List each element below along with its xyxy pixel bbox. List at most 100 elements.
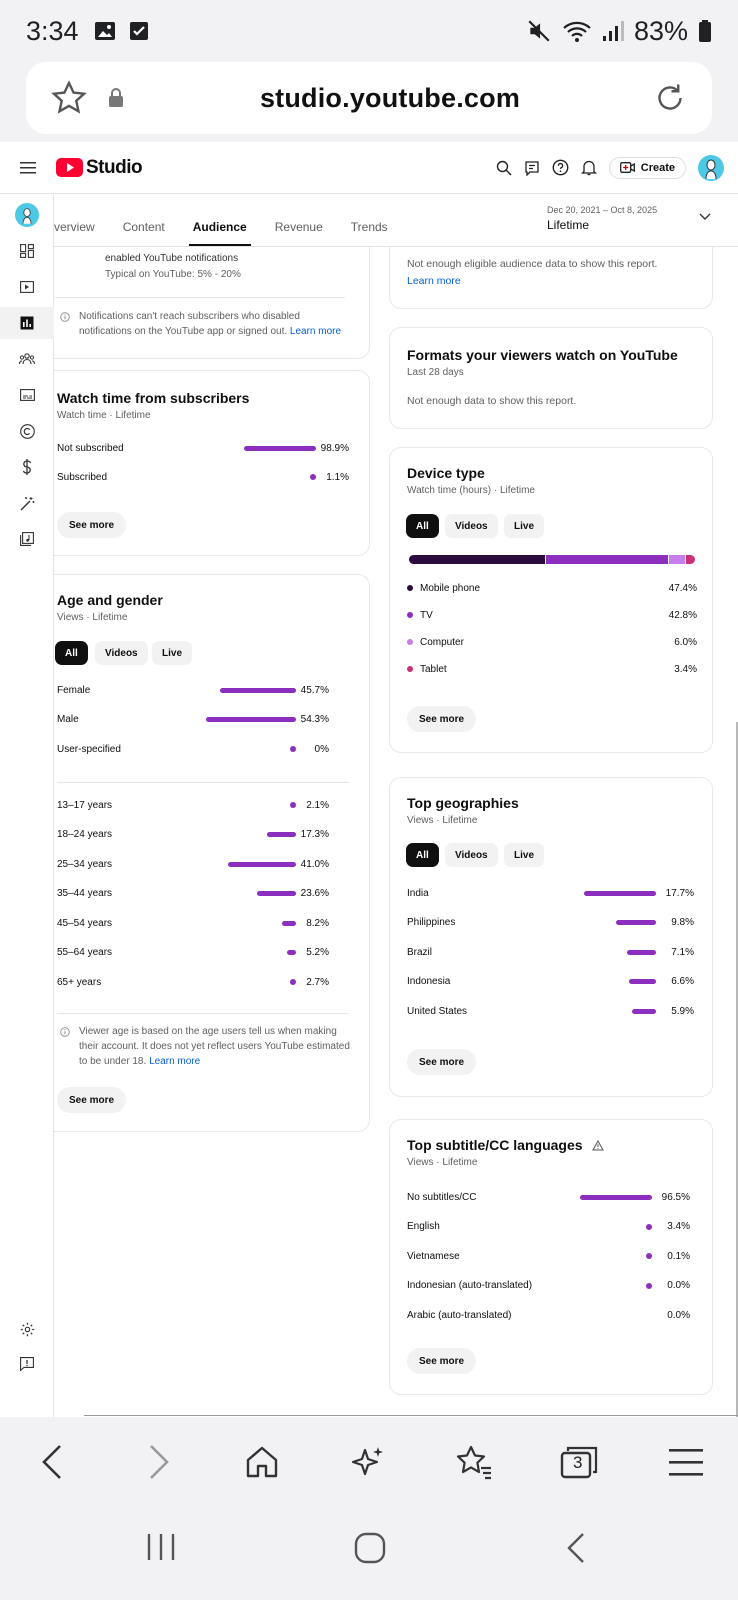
nav-settings[interactable] bbox=[0, 1313, 54, 1345]
row-label: 13–17 years bbox=[57, 799, 113, 811]
chip-live[interactable]: Live bbox=[504, 843, 545, 867]
row-value: 1.1% bbox=[326, 471, 349, 483]
tab-trends[interactable]: Trends bbox=[350, 220, 388, 234]
status-time: 3:34 bbox=[26, 15, 79, 46]
bookmarks-button[interactable] bbox=[450, 1439, 498, 1485]
row-value: 98.9% bbox=[320, 442, 349, 454]
chip-videos[interactable]: Videos bbox=[445, 843, 498, 867]
row-value: 45.7% bbox=[300, 684, 329, 696]
nav-send-feedback[interactable] bbox=[0, 1348, 54, 1380]
tab-revenue[interactable]: Revenue bbox=[274, 220, 323, 234]
formats-text: Not enough data to show this report. bbox=[407, 395, 577, 407]
nav-earn[interactable] bbox=[0, 451, 54, 483]
tabs-icon bbox=[560, 1446, 598, 1479]
eligible-learn-more-link[interactable]: Learn more bbox=[407, 275, 461, 287]
subscriber-rows: Not subscribed 98.9% Subscribed 1.1% bbox=[57, 441, 349, 511]
geography-row: Indonesia 6.6% bbox=[407, 975, 694, 989]
row-label: Indonesia bbox=[407, 976, 451, 987]
row-label: 35–44 years bbox=[57, 888, 113, 899]
reload-icon[interactable] bbox=[652, 80, 688, 116]
watch-time-subscribers-card: Watch time from subscribers Watch time ·… bbox=[54, 370, 370, 556]
device-stacked-bar bbox=[409, 555, 695, 564]
geography-row: India 17.7% bbox=[407, 886, 694, 900]
scrollbar-thumb[interactable] bbox=[736, 722, 738, 1417]
age-row: 13–17 years 2.1% bbox=[57, 798, 329, 812]
browser-menu-button[interactable] bbox=[662, 1439, 710, 1485]
back-button[interactable] bbox=[28, 1439, 76, 1485]
nav-customization[interactable] bbox=[0, 487, 54, 519]
see-more-button[interactable]: See more bbox=[57, 1087, 127, 1113]
back-nav-button[interactable] bbox=[566, 1532, 586, 1569]
address-bar[interactable]: studio.youtube.com bbox=[26, 62, 712, 134]
row-label: User-specified bbox=[57, 743, 121, 755]
device-row: Mobile phone 47.4% bbox=[407, 581, 697, 595]
age-row: 25–34 years 41.0% bbox=[57, 857, 329, 871]
chip-all[interactable]: All bbox=[406, 514, 439, 538]
row-value: 7.1% bbox=[671, 946, 694, 958]
nav-analytics[interactable] bbox=[0, 307, 54, 339]
card-subtitle: Views · Lifetime bbox=[57, 612, 128, 623]
age-learn-more-link[interactable]: Learn more bbox=[149, 1056, 201, 1067]
card-subtitle: Watch time (hours) · Lifetime bbox=[407, 485, 535, 496]
battery-icon bbox=[699, 20, 711, 42]
nav-subtitles[interactable] bbox=[0, 379, 54, 411]
chip-live[interactable]: Live bbox=[504, 514, 545, 538]
nav-copyright[interactable] bbox=[0, 415, 54, 447]
menu-button[interactable] bbox=[0, 161, 56, 175]
nav-community[interactable] bbox=[0, 343, 54, 375]
row-value: 23.6% bbox=[300, 888, 329, 899]
battery-level: 83% bbox=[633, 15, 688, 46]
row-value: 17.3% bbox=[300, 829, 329, 840]
tab-audience[interactable]: Audience bbox=[179, 220, 261, 246]
tab-overview[interactable]: verview bbox=[54, 220, 95, 234]
row-label: 55–64 years bbox=[57, 947, 113, 958]
recent-apps-button[interactable] bbox=[146, 1532, 176, 1567]
chip-videos[interactable]: Videos bbox=[95, 641, 148, 665]
home-nav-button[interactable] bbox=[354, 1532, 386, 1569]
row-label: 18–24 years bbox=[57, 829, 113, 840]
row-value: 47.4% bbox=[668, 582, 697, 594]
community-icon bbox=[19, 353, 35, 365]
account-avatar[interactable] bbox=[698, 154, 724, 181]
card-title: Watch time from subscribers bbox=[57, 390, 250, 406]
forward-button[interactable] bbox=[135, 1439, 183, 1485]
nav-content[interactable] bbox=[0, 271, 54, 303]
audience-content: enabled YouTube notifications Typical on… bbox=[54, 247, 738, 1417]
channel-avatar bbox=[15, 203, 39, 227]
warning-icon[interactable] bbox=[592, 1139, 605, 1151]
chip-videos[interactable]: Videos bbox=[445, 514, 498, 538]
chip-all[interactable]: All bbox=[406, 843, 439, 867]
comments-icon[interactable] bbox=[524, 160, 540, 176]
create-button[interactable]: Create bbox=[608, 156, 686, 179]
row-value: 5.2% bbox=[306, 947, 329, 958]
avatar-figure-icon bbox=[22, 208, 32, 224]
chevron-down-icon[interactable] bbox=[699, 213, 711, 221]
row-value: 6.6% bbox=[671, 976, 694, 987]
chip-all[interactable]: All bbox=[55, 641, 88, 665]
bookmark-star-icon[interactable] bbox=[50, 79, 88, 117]
nav-channel-avatar[interactable] bbox=[0, 199, 54, 231]
search-icon[interactable] bbox=[496, 160, 512, 176]
left-nav-rail bbox=[0, 195, 54, 1417]
divider bbox=[57, 1013, 349, 1014]
see-more-button[interactable]: See more bbox=[407, 1348, 477, 1374]
create-video-icon bbox=[619, 162, 635, 173]
notifications-learn-more-link[interactable]: Learn more bbox=[289, 326, 342, 337]
language-row: Vietnamese 0.1% bbox=[407, 1249, 690, 1263]
nav-dashboard[interactable] bbox=[0, 235, 54, 267]
chip-live[interactable]: Live bbox=[152, 641, 193, 665]
notifications-bell-icon[interactable] bbox=[580, 159, 597, 176]
tabs-button[interactable]: 3 bbox=[555, 1439, 603, 1485]
studio-logo[interactable]: Studio bbox=[56, 157, 143, 179]
assistant-button[interactable] bbox=[344, 1439, 392, 1485]
tab-content[interactable]: Content bbox=[122, 220, 165, 234]
home-button[interactable] bbox=[238, 1439, 286, 1485]
nav-audio-library[interactable] bbox=[0, 523, 54, 555]
see-more-button[interactable]: See more bbox=[57, 512, 127, 538]
see-more-button[interactable]: See more bbox=[407, 706, 477, 732]
url-text[interactable]: studio.youtube.com bbox=[259, 82, 521, 113]
help-icon[interactable] bbox=[552, 159, 569, 176]
device-row: Tablet 3.4% bbox=[407, 662, 697, 676]
see-more-button[interactable]: See more bbox=[407, 1049, 477, 1075]
date-range-picker[interactable]: Dec 20, 2021 – Oct 8, 2025 Lifetime bbox=[547, 205, 657, 232]
